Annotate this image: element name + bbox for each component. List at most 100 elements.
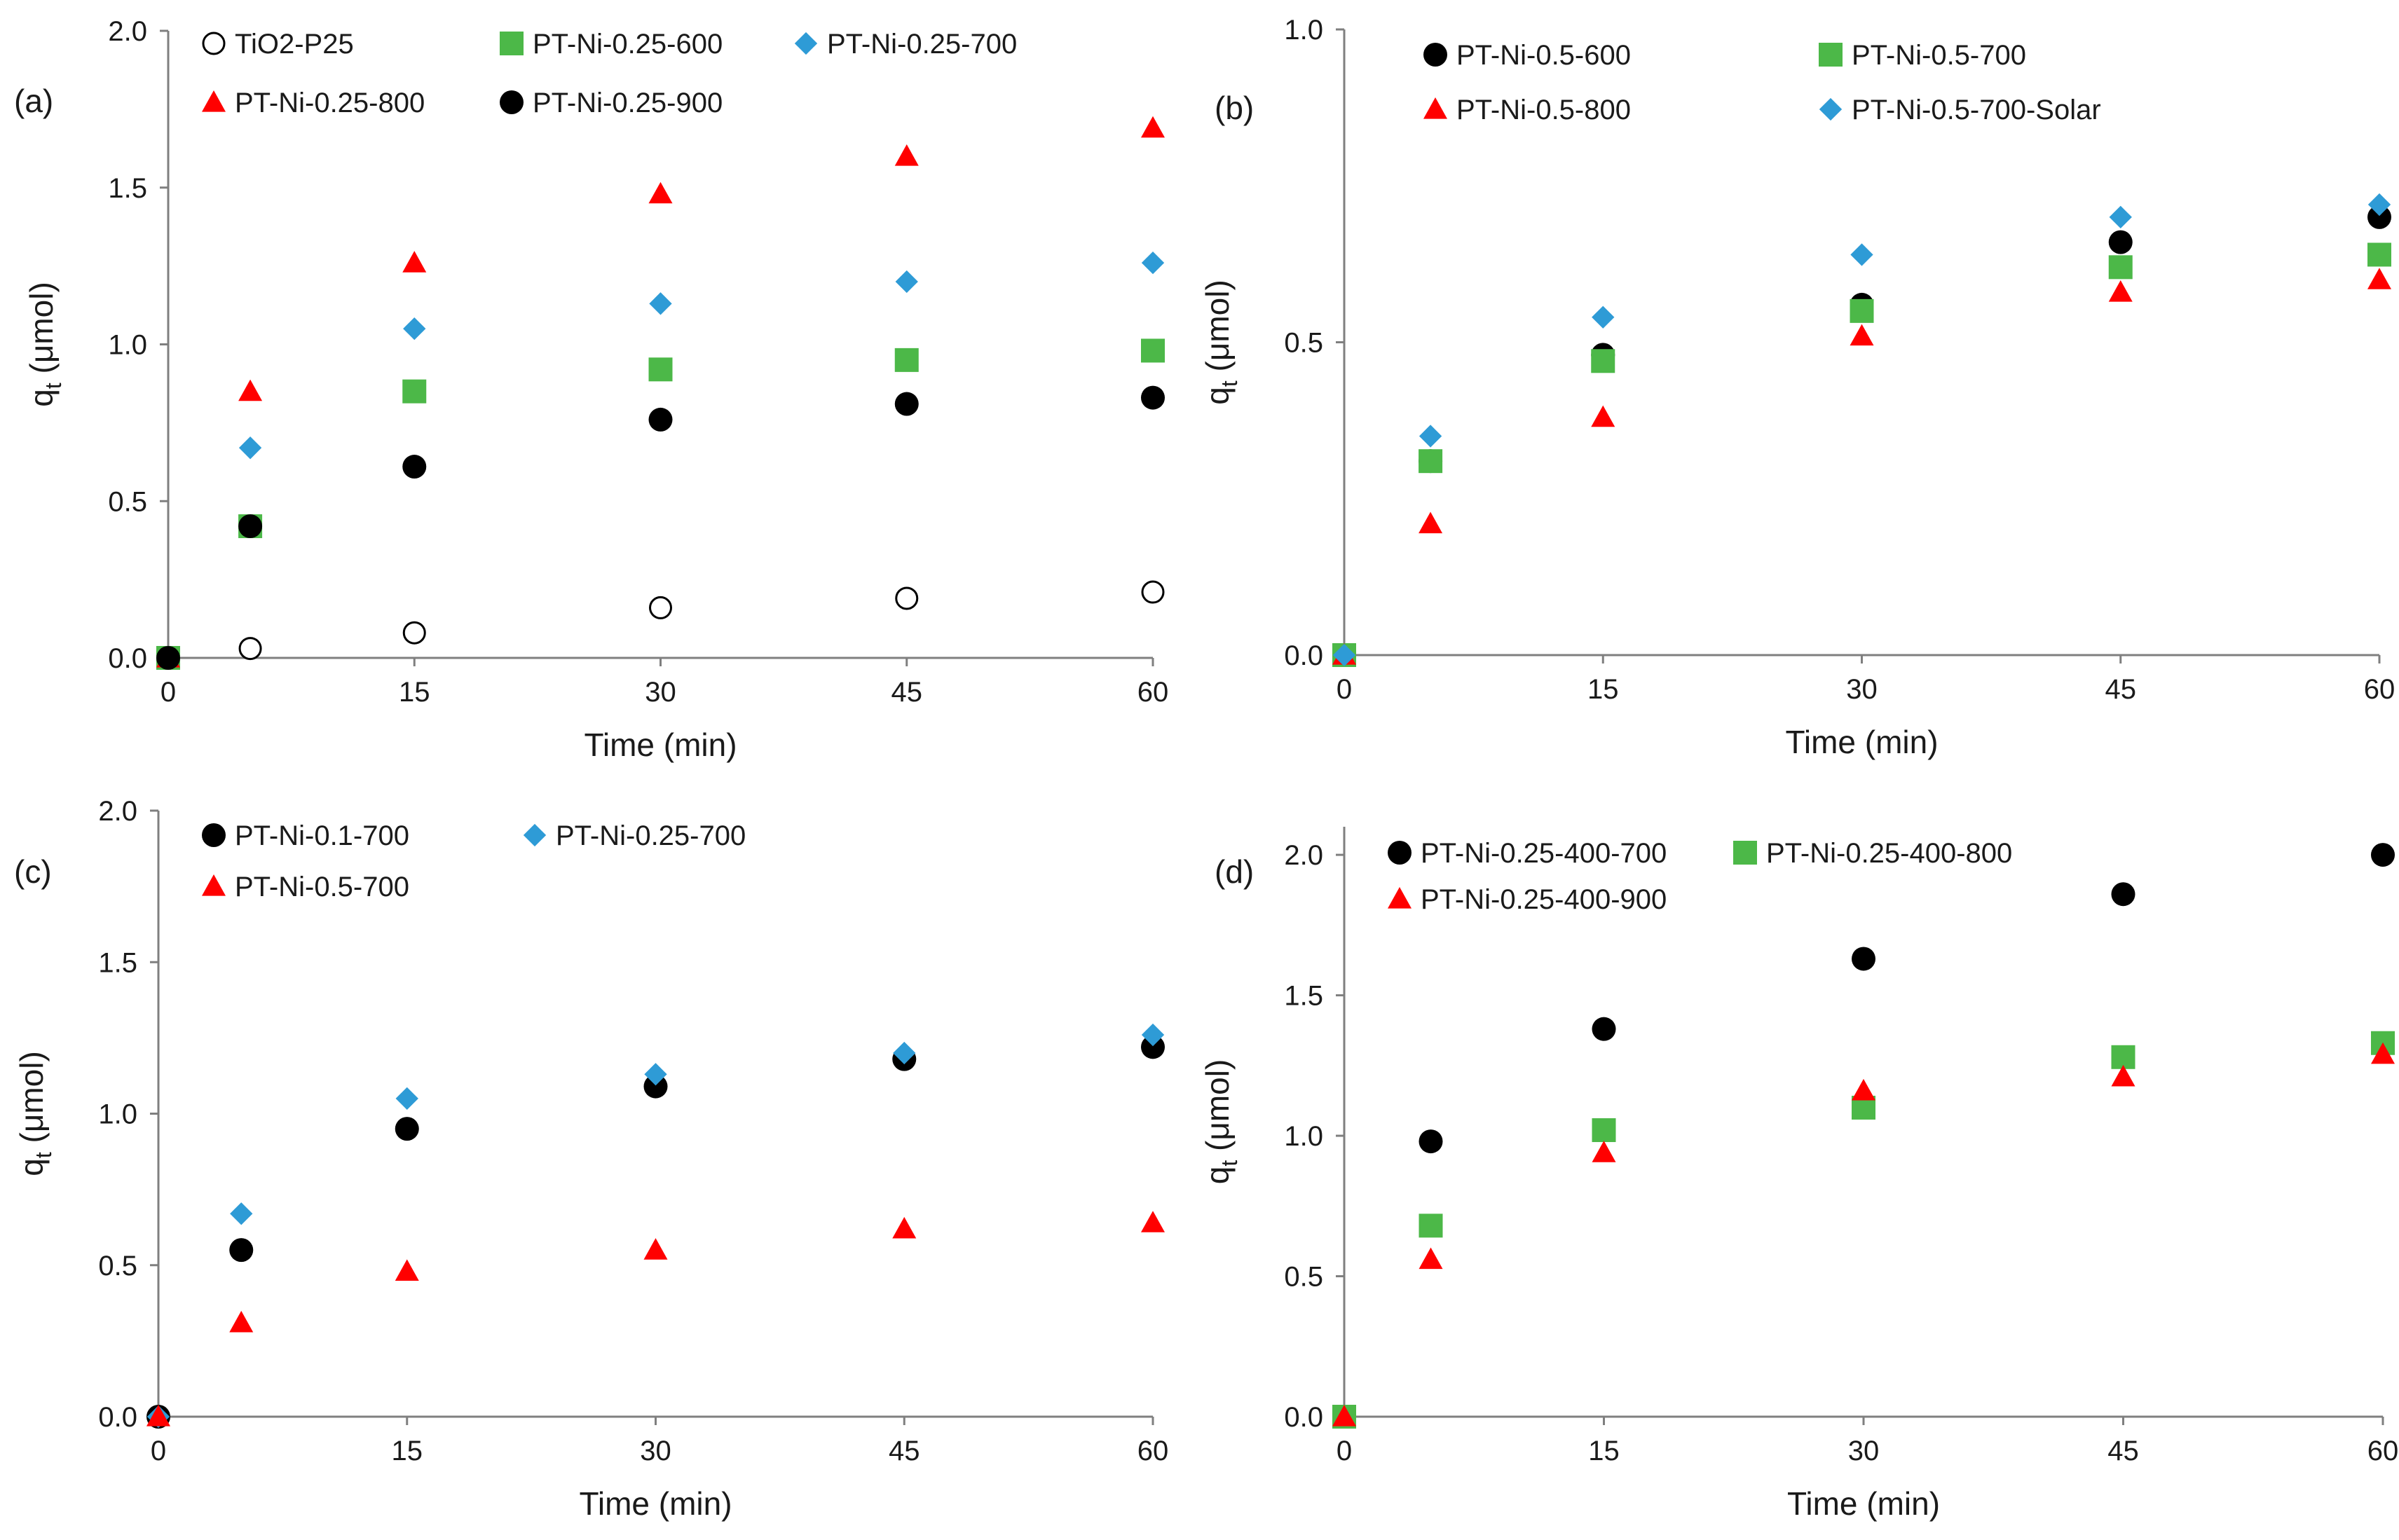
legend-item: PT-Ni-0.25-400-800 <box>1733 838 2012 869</box>
y-tick-label: 0.0 <box>1284 640 1323 671</box>
data-point <box>894 348 919 372</box>
legend-marker <box>1423 43 1447 67</box>
data-point <box>1852 1078 1875 1101</box>
data-point <box>1419 1214 1443 1238</box>
data-point <box>402 621 426 645</box>
y-tick-label: 2.0 <box>1284 840 1323 871</box>
x-tick-label: 0 <box>1337 674 1352 705</box>
series-PT-Ni-0.5-800 <box>1332 268 2391 665</box>
data-point <box>649 292 672 315</box>
y-tick-label: 0.0 <box>98 1402 137 1433</box>
legend-label: PT-Ni-0.5-700-Solar <box>1852 95 2101 125</box>
series-PT-Ni-0.25-800 <box>156 116 1165 668</box>
series-PT-Ni-0.25-400-900 <box>1332 1042 2395 1426</box>
y-axis-title-main: q <box>1199 387 1236 405</box>
y-axis-title: qt (μmol) <box>1199 1059 1242 1185</box>
data-point <box>1419 1247 1443 1270</box>
legend-marker <box>500 90 524 114</box>
legend-marker <box>523 823 547 847</box>
legend-marker <box>202 874 226 896</box>
legend: PT-Ni-0.1-700 PT-Ni-0.25-700 PT-Ni-0.5-700 <box>202 820 746 902</box>
x-tick-label: 30 <box>1846 674 1878 705</box>
y-tick-label: 1.5 <box>1284 981 1323 1012</box>
series-TiO2-P25 <box>156 580 1165 670</box>
legend-item: TiO2-P25 <box>202 29 354 60</box>
data-point <box>1852 947 1875 971</box>
data-point <box>146 1405 170 1426</box>
y-tick-label: 0.0 <box>108 643 147 674</box>
data-point <box>1332 1405 1356 1426</box>
data-point <box>1141 1023 1165 1047</box>
series-PT-Ni-0.5-700 <box>1332 242 2391 667</box>
data-point <box>1419 1129 1443 1154</box>
data-point <box>644 1063 667 1086</box>
panel-label: (c) <box>14 853 52 890</box>
data-point <box>402 379 427 404</box>
y-axis-title-subscript: t <box>1217 380 1242 387</box>
x-tick-label: 0 <box>1337 1436 1352 1466</box>
legend-item: PT-Ni-0.25-400-700 <box>1388 838 1667 869</box>
legend-marker <box>1388 841 1412 865</box>
legend-item: PT-Ni-0.25-400-900 <box>1388 884 1667 915</box>
legend-label: PT-Ni-0.5-800 <box>1456 95 1631 125</box>
x-tick-label: 30 <box>1848 1436 1880 1466</box>
data-point <box>1141 1035 1165 1059</box>
x-tick-label: 45 <box>891 677 923 708</box>
panel-label: (a) <box>14 83 53 119</box>
y-tick-label: 0.5 <box>98 1251 137 1281</box>
data-point <box>2109 205 2132 229</box>
y-tick-label: 2.0 <box>98 796 137 827</box>
data-point <box>2367 242 2391 267</box>
legend: PT-Ni-0.25-400-700 PT-Ni-0.25-400-800 PT-N… <box>1388 838 2012 915</box>
legend-item: PT-Ni-0.1-700 <box>202 820 409 851</box>
legend-item: PT-Ni-0.25-600 <box>500 29 723 60</box>
y-axis-title-unit: (μmol) <box>1199 1059 1236 1160</box>
legend-marker <box>1423 97 1447 119</box>
series-PT-Ni-0.25-600 <box>156 338 1165 670</box>
data-point <box>648 181 673 204</box>
legend-label: TiO2-P25 <box>235 29 354 60</box>
x-tick-label: 30 <box>640 1436 671 1466</box>
x-tick-label: 0 <box>160 677 176 708</box>
data-point <box>1141 1211 1165 1232</box>
data-point <box>1419 449 1443 474</box>
data-point <box>395 1259 419 1281</box>
data-point <box>1850 298 1874 323</box>
data-point <box>1141 580 1165 604</box>
data-point <box>1419 425 1442 448</box>
legend-marker <box>500 32 524 55</box>
data-point <box>894 392 919 416</box>
data-point <box>2371 1042 2395 1064</box>
legend-label: PT-Ni-0.25-700 <box>556 820 746 851</box>
y-axis-title-unit: (μmol) <box>13 1051 50 1152</box>
data-point <box>402 251 427 273</box>
legend: PT-Ni-0.5-600 PT-Ni-0.5-700 PT-Ni-0.5-800 P… <box>1423 40 2101 125</box>
y-tick-label: 0.5 <box>1284 328 1323 359</box>
x-tick-label: 0 <box>151 1436 166 1466</box>
legend-label: PT-Ni-0.25-400-900 <box>1421 884 1667 915</box>
legend-item: PT-Ni-0.5-700-Solar <box>1819 95 2101 125</box>
data-point <box>2111 882 2135 907</box>
legend-marker <box>1819 97 1843 121</box>
legend-marker <box>202 823 226 847</box>
data-point <box>230 1202 253 1225</box>
legend-marker <box>1388 887 1412 909</box>
data-point <box>229 1238 254 1263</box>
data-point <box>1592 1141 1616 1162</box>
y-tick-label: 0.5 <box>1284 1262 1323 1293</box>
y-tick-label: 0.0 <box>1284 1402 1323 1433</box>
panel-c: (c) 0 15 30 45 60 0.0 0.5 1.0 1.5 2.0 Time (min) qt … <box>13 796 1168 1522</box>
legend-marker <box>202 32 226 55</box>
x-tick-label: 30 <box>645 677 676 708</box>
legend-label: PT-Ni-0.5-600 <box>1456 40 1631 71</box>
legend-item: PT-Ni-0.5-700 <box>1819 40 2026 71</box>
legend-label: PT-Ni-0.5-700 <box>1852 40 2026 71</box>
y-axis-title: qt (μmol) <box>23 282 66 407</box>
x-tick-label: 60 <box>1137 1436 1169 1466</box>
data-point <box>2108 280 2133 302</box>
data-point <box>892 1216 917 1239</box>
data-point <box>238 637 262 661</box>
x-tick-label: 15 <box>1587 674 1619 705</box>
legend-label: PT-Ni-0.25-700 <box>827 29 1017 60</box>
